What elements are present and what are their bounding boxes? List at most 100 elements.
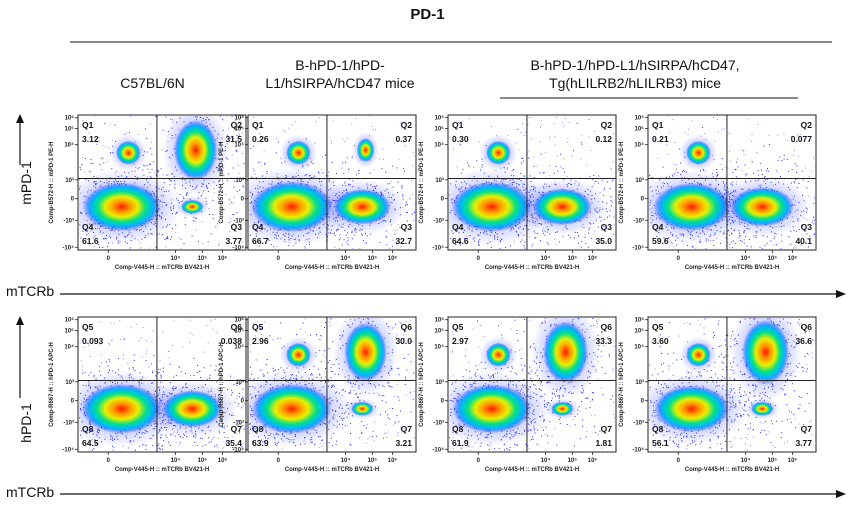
event-dot bbox=[336, 172, 337, 174]
event-dot bbox=[137, 108, 138, 109]
event-dot bbox=[325, 154, 327, 156]
event-dot bbox=[491, 126, 493, 127]
event-dot bbox=[58, 205, 59, 206]
event-dot bbox=[584, 236, 586, 238]
event-dot bbox=[674, 142, 676, 144]
event-dot bbox=[65, 414, 66, 415]
event-dot bbox=[352, 155, 354, 157]
event-dot bbox=[735, 169, 737, 170]
event-dot bbox=[369, 172, 371, 174]
event-dot bbox=[834, 215, 835, 216]
event-dot bbox=[195, 217, 197, 219]
event-dot bbox=[767, 168, 768, 170]
event-dot bbox=[385, 171, 387, 173]
event-dot bbox=[524, 247, 526, 249]
event-dot bbox=[108, 359, 110, 361]
event-dot bbox=[630, 224, 631, 225]
event-dot bbox=[739, 235, 741, 237]
event-dot bbox=[149, 147, 151, 149]
event-dot bbox=[275, 152, 277, 154]
event-dot bbox=[779, 156, 781, 158]
event-dot bbox=[165, 237, 167, 239]
event-dot bbox=[105, 467, 106, 468]
event-dot bbox=[556, 155, 558, 157]
event-dot bbox=[270, 244, 272, 246]
flow-panel: Q10.30Q20.12Q464.6Q335.010⁶10⁵10⁴10³0-10… bbox=[418, 114, 617, 271]
event-dot bbox=[192, 220, 194, 222]
event-dot bbox=[156, 91, 157, 92]
event-dot bbox=[539, 141, 541, 143]
event-dot bbox=[679, 148, 681, 150]
event-dot bbox=[301, 260, 302, 261]
event-dot bbox=[399, 227, 401, 229]
event-dot bbox=[276, 138, 278, 140]
event-dot bbox=[180, 248, 182, 249]
event-dot bbox=[795, 247, 797, 249]
event-dot bbox=[114, 124, 116, 126]
event-dot bbox=[434, 228, 435, 229]
event-dot bbox=[428, 222, 429, 223]
event-dot bbox=[162, 93, 163, 94]
event-dot bbox=[358, 173, 360, 175]
event-dot bbox=[554, 238, 556, 240]
event-dot bbox=[280, 253, 281, 254]
event-dot bbox=[418, 239, 419, 240]
event-dot bbox=[77, 468, 78, 469]
event-dot bbox=[314, 142, 316, 144]
x-tick-label: 10⁶ bbox=[218, 256, 228, 262]
event-dot bbox=[69, 215, 70, 216]
x-tick-label: 0 bbox=[107, 256, 111, 262]
event-dot bbox=[783, 154, 785, 156]
event-dot bbox=[252, 167, 254, 169]
event-dot bbox=[150, 252, 151, 253]
event-dot bbox=[594, 230, 596, 232]
event-dot bbox=[553, 172, 555, 174]
event-dot bbox=[520, 241, 522, 243]
event-dot bbox=[84, 158, 86, 159]
event-dot bbox=[36, 228, 37, 229]
event-dot bbox=[807, 195, 809, 197]
event-dot bbox=[755, 237, 757, 238]
event-dot bbox=[295, 121, 296, 123]
event-dot bbox=[540, 126, 541, 128]
event-dot bbox=[250, 148, 252, 150]
event-dot bbox=[305, 244, 307, 246]
event-dot bbox=[346, 241, 348, 243]
event-dot bbox=[117, 357, 119, 359]
event-dot bbox=[42, 188, 43, 189]
event-dot bbox=[613, 216, 615, 218]
event-dot bbox=[412, 193, 414, 195]
event-dot bbox=[813, 202, 815, 204]
y-tick-label: 10³ bbox=[65, 177, 74, 184]
event-dot bbox=[705, 170, 707, 172]
event-dot bbox=[171, 236, 173, 238]
y-tick-label: 0 bbox=[71, 197, 75, 203]
event-dot bbox=[667, 116, 669, 117]
event-dot bbox=[511, 256, 512, 257]
event-dot bbox=[720, 163, 722, 165]
event-dot bbox=[56, 406, 57, 407]
event-dot bbox=[812, 221, 814, 223]
event-dot bbox=[468, 117, 470, 119]
event-dot bbox=[522, 123, 523, 125]
event-dot bbox=[481, 164, 483, 166]
event-dot bbox=[554, 136, 556, 138]
event-dot bbox=[692, 245, 694, 247]
event-dot bbox=[598, 182, 600, 184]
event-dot bbox=[458, 122, 460, 123]
event-dot bbox=[205, 110, 206, 111]
event-dot bbox=[796, 172, 798, 173]
event-dot bbox=[90, 170, 92, 172]
x-axis-title: Comp-V445-H :: mTCRb BV421-H bbox=[115, 265, 209, 271]
event-dot bbox=[148, 247, 150, 249]
event-dot bbox=[344, 140, 346, 142]
event-dot bbox=[781, 234, 782, 236]
event-dot bbox=[88, 374, 90, 376]
event-dot bbox=[805, 167, 806, 169]
event-dot bbox=[79, 179, 80, 181]
event-dot bbox=[75, 190, 76, 191]
event-dot bbox=[93, 448, 95, 450]
event-dot bbox=[731, 241, 733, 243]
event-dot bbox=[66, 396, 67, 397]
figure-title: PD-1 bbox=[410, 6, 445, 23]
